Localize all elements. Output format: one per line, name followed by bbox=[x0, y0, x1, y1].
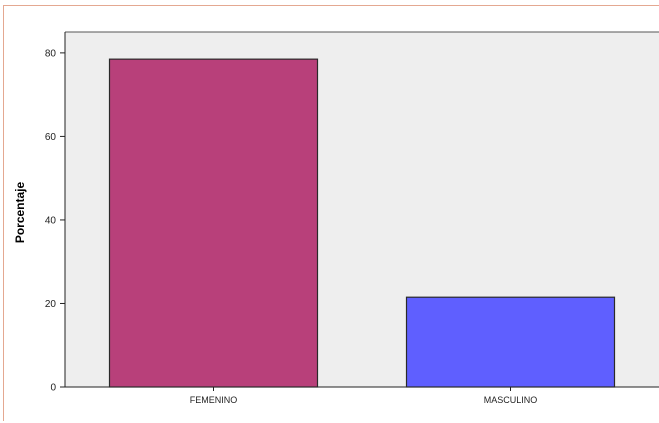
y-tick-label: 0 bbox=[50, 383, 56, 394]
y-tick-label: 20 bbox=[45, 299, 57, 310]
bar-femenino bbox=[108, 58, 319, 388]
x-axis-categories: FEMENINO MASCULINO bbox=[190, 387, 538, 405]
y-tick-label: 60 bbox=[45, 132, 57, 143]
bar-masculino bbox=[405, 296, 616, 388]
x-category-label: FEMENINO bbox=[190, 395, 238, 405]
y-axis-title: Porcentaje bbox=[13, 181, 27, 243]
y-tick-label: 40 bbox=[45, 215, 57, 226]
figure-frame bbox=[3, 5, 659, 421]
bars bbox=[108, 58, 616, 388]
x-category-label: MASCULINO bbox=[484, 395, 538, 405]
y-axis-ticks: 0 20 40 60 80 bbox=[45, 48, 65, 394]
y-tick-label: 80 bbox=[45, 48, 57, 59]
